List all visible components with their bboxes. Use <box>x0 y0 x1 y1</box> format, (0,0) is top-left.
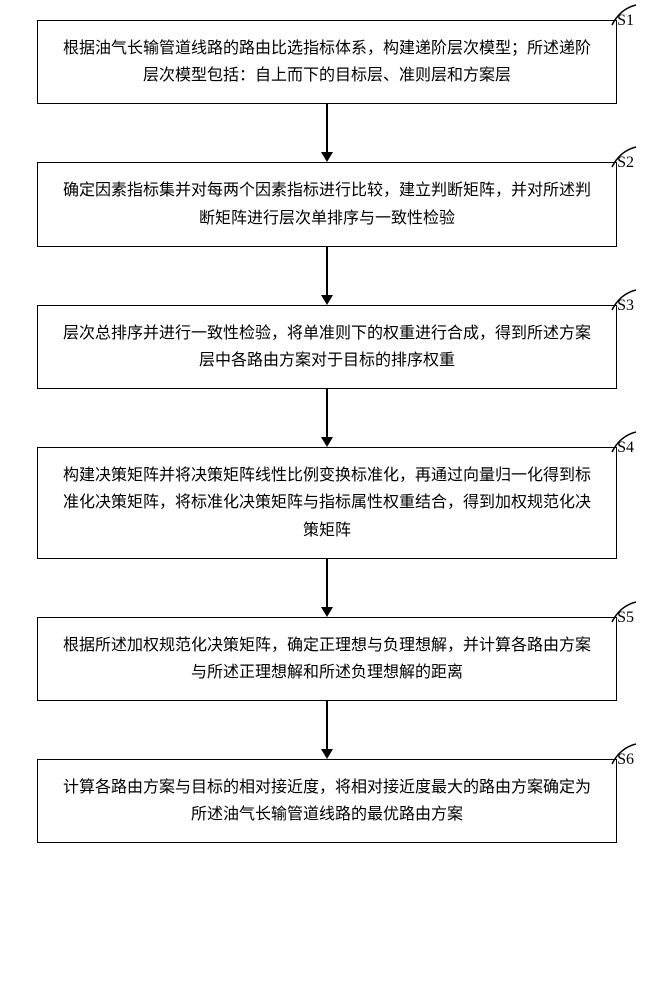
step-box-s2: S2 确定因素指标集并对每两个因素指标进行比较，建立判断矩阵，并对所述判断矩阵进… <box>37 162 617 246</box>
step-box-s1: S1 根据油气长输管道线路的路由比选指标体系，构建递阶层次模型；所述递阶层次模型… <box>37 20 617 104</box>
step-wrapper-s5: S5 根据所述加权规范化决策矩阵，确定正理想与负理想解，并计算各路由方案与所述正… <box>25 617 629 759</box>
step-box-s4: S4 构建决策矩阵并将决策矩阵线性比例变换标准化，再通过向量归一化得到标准化决策… <box>37 447 617 559</box>
flowchart-container: S1 根据油气长输管道线路的路由比选指标体系，构建递阶层次模型；所述递阶层次模型… <box>25 20 629 843</box>
step-text-s4: 构建决策矩阵并将决策矩阵线性比例变换标准化，再通过向量归一化得到标准化决策矩阵，… <box>63 467 591 538</box>
step-wrapper-s6: S6 计算各路由方案与目标的相对接近度，将相对接近度最大的路由方案确定为所述油气… <box>25 759 629 843</box>
step-box-s5: S5 根据所述加权规范化决策矩阵，确定正理想与负理想解，并计算各路由方案与所述正… <box>37 617 617 701</box>
arrow-icon <box>321 104 333 162</box>
step-box-s6: S6 计算各路由方案与目标的相对接近度，将相对接近度最大的路由方案确定为所述油气… <box>37 759 617 843</box>
step-wrapper-s2: S2 确定因素指标集并对每两个因素指标进行比较，建立判断矩阵，并对所述判断矩阵进… <box>25 162 629 304</box>
arrow-icon <box>321 247 333 305</box>
step-label-s5: S5 <box>617 604 634 631</box>
step-text-s5: 根据所述加权规范化决策矩阵，确定正理想与负理想解，并计算各路由方案与所述正理想解… <box>63 637 591 681</box>
step-wrapper-s3: S3 层次总排序并进行一致性检验，将单准则下的权重进行合成，得到所述方案层中各路… <box>25 305 629 447</box>
step-text-s2: 确定因素指标集并对每两个因素指标进行比较，建立判断矩阵，并对所述判断矩阵进行层次… <box>63 182 591 226</box>
step-label-s3: S3 <box>617 292 634 319</box>
step-wrapper-s1: S1 根据油气长输管道线路的路由比选指标体系，构建递阶层次模型；所述递阶层次模型… <box>25 20 629 162</box>
arrow-icon <box>321 389 333 447</box>
step-text-s3: 层次总排序并进行一致性检验，将单准则下的权重进行合成，得到所述方案层中各路由方案… <box>63 325 591 369</box>
step-text-s1: 根据油气长输管道线路的路由比选指标体系，构建递阶层次模型；所述递阶层次模型包括：… <box>63 40 591 84</box>
step-label-s6: S6 <box>617 746 634 773</box>
step-label-s4: S4 <box>617 434 634 461</box>
step-label-s1: S1 <box>617 7 634 34</box>
step-box-s3: S3 层次总排序并进行一致性检验，将单准则下的权重进行合成，得到所述方案层中各路… <box>37 305 617 389</box>
arrow-icon <box>321 559 333 617</box>
step-text-s6: 计算各路由方案与目标的相对接近度，将相对接近度最大的路由方案确定为所述油气长输管… <box>63 779 591 823</box>
step-label-s2: S2 <box>617 149 634 176</box>
step-wrapper-s4: S4 构建决策矩阵并将决策矩阵线性比例变换标准化，再通过向量归一化得到标准化决策… <box>25 447 629 617</box>
arrow-icon <box>321 701 333 759</box>
